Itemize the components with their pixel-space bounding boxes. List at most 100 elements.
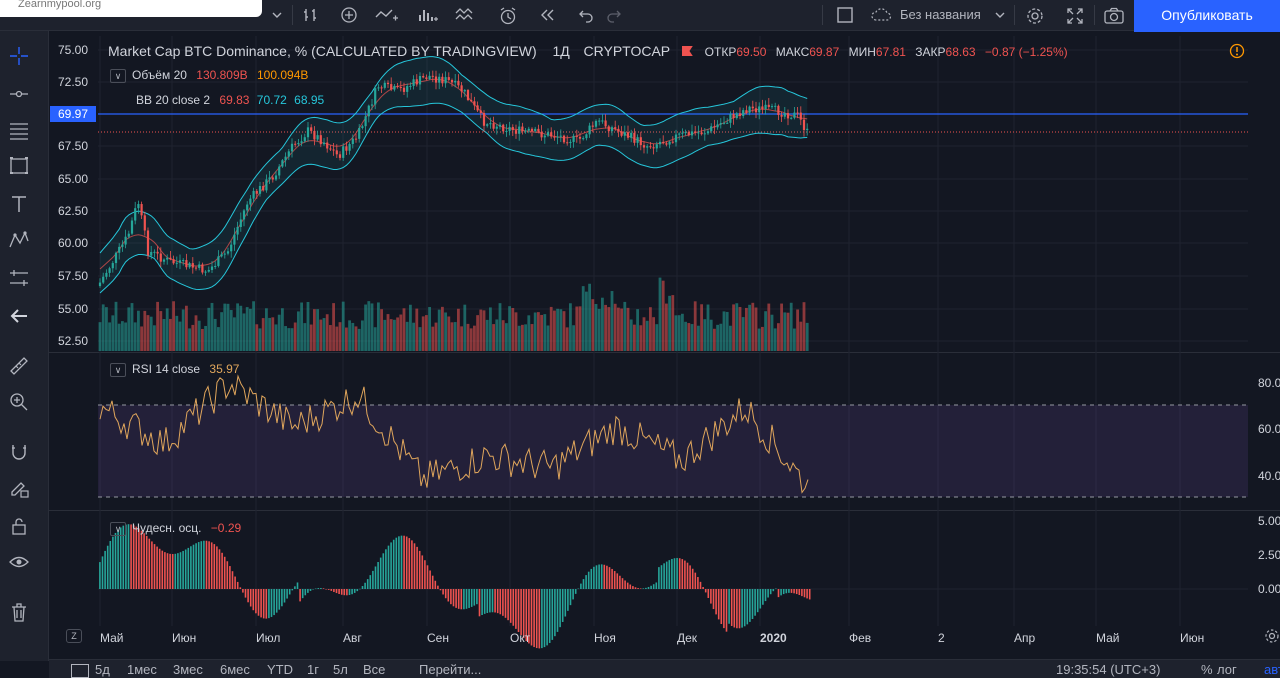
candle <box>127 233 130 237</box>
candle <box>521 126 524 132</box>
timezone-z-button[interactable]: Z <box>66 629 82 643</box>
alert-clock-icon[interactable] <box>494 4 522 26</box>
range-button[interactable]: YTD <box>267 662 293 677</box>
interval[interactable]: 1Д <box>552 43 570 59</box>
chart-canvas[interactable] <box>98 36 1248 650</box>
clock-time[interactable]: 19:35:54 (UTC+3) <box>1056 662 1161 677</box>
undo-icon[interactable] <box>572 4 598 26</box>
bb-upper <box>99 56 808 254</box>
collapse-legend-icon[interactable]: ∨ <box>110 362 126 377</box>
chevron-down-icon[interactable] <box>268 4 286 26</box>
eye-icon[interactable] <box>8 551 30 573</box>
range-button[interactable]: 1мес <box>127 662 157 677</box>
range-button[interactable]: 5л <box>333 662 348 677</box>
volume-bar <box>389 319 393 351</box>
warning-icon[interactable] <box>1229 43 1245 59</box>
candle <box>284 156 287 161</box>
crosshair-icon[interactable] <box>8 45 30 67</box>
indicator-axis-label: 0.00 <box>1258 582 1280 596</box>
redo-icon[interactable] <box>602 4 628 26</box>
flag-icon[interactable] <box>681 46 693 56</box>
symbol-title[interactable]: Market Cap BTC Dominance, % (CALCULATED … <box>108 43 537 59</box>
ao-legend[interactable]: ∨ Чудесн. осц. −0.29 <box>110 521 241 536</box>
candle <box>578 136 582 139</box>
replay-icon[interactable] <box>534 4 560 26</box>
volume-bar <box>521 324 524 351</box>
arrow-left-icon[interactable] <box>8 305 30 327</box>
volume-bar <box>796 309 799 351</box>
trend-line-icon[interactable] <box>8 83 30 105</box>
range-button[interactable]: 6мес <box>220 662 250 677</box>
expand-icon[interactable] <box>1062 4 1088 26</box>
ao-bar <box>572 589 574 600</box>
goto-date[interactable]: Перейти... <box>419 662 482 677</box>
log-toggle[interactable]: лог <box>1217 662 1237 677</box>
ruler-icon[interactable] <box>8 355 30 377</box>
ao-bar <box>395 537 398 589</box>
volume-bar <box>185 305 188 351</box>
bar-style-icon[interactable] <box>298 4 324 26</box>
layout-name[interactable]: Без названия <box>900 7 981 22</box>
candle <box>329 148 332 150</box>
candle <box>550 132 553 137</box>
gear-icon[interactable] <box>1022 4 1048 26</box>
text-icon[interactable] <box>8 193 30 215</box>
rectangle-icon[interactable] <box>8 155 30 177</box>
indicators-icon[interactable] <box>414 4 442 26</box>
bb-legend[interactable]: BB 20 close 2 69.83 70.72 68.95 <box>136 93 325 107</box>
volume-bar <box>338 322 342 351</box>
templates-icon[interactable] <box>452 4 482 26</box>
fib-lines-icon[interactable] <box>8 119 30 141</box>
magnet-icon[interactable] <box>8 441 30 463</box>
add-indicator-icon[interactable] <box>336 4 362 26</box>
prediction-icon[interactable] <box>8 267 30 289</box>
pane-divider[interactable] <box>49 352 1280 353</box>
range-button[interactable]: 5д <box>95 662 110 677</box>
cloud-icon[interactable] <box>868 4 896 26</box>
chevron-down-icon[interactable] <box>992 4 1008 26</box>
volume-bar <box>498 303 502 351</box>
range-button[interactable]: 3мес <box>173 662 203 677</box>
ao-bar <box>457 589 460 609</box>
pencil-lock-icon[interactable] <box>8 477 30 499</box>
ao-bar <box>135 526 138 589</box>
range-button[interactable]: Все <box>363 662 386 677</box>
volume-bar <box>588 283 591 351</box>
rsi-legend[interactable]: ∨ RSI 14 close 35.97 <box>110 362 239 377</box>
candle <box>444 77 447 84</box>
candle <box>319 135 322 145</box>
auto-toggle[interactable]: авто <box>1264 662 1280 677</box>
volume-bar <box>194 315 198 351</box>
price-axis-label: 52.50 <box>58 334 89 348</box>
ao-bar <box>260 589 262 618</box>
camera-icon[interactable] <box>1100 4 1128 26</box>
compare-icon[interactable] <box>372 4 402 26</box>
zoom-icon[interactable] <box>8 391 30 413</box>
date-range-icon[interactable] <box>71 664 89 678</box>
pattern-icon[interactable] <box>8 229 30 251</box>
percent-toggle[interactable]: % <box>1201 662 1213 677</box>
volume-bar <box>137 310 140 351</box>
trash-icon[interactable] <box>8 601 30 623</box>
fullscreen-box-icon[interactable] <box>832 4 858 26</box>
pane-divider[interactable] <box>49 510 1280 511</box>
volume-bar <box>633 324 636 351</box>
ao-bar <box>507 589 509 621</box>
publish-button[interactable]: Опубликовать <box>1134 0 1280 32</box>
volume-bar <box>98 322 102 351</box>
ao-bar <box>114 532 117 589</box>
volume-bar <box>348 320 351 351</box>
range-button[interactable]: 1г <box>307 662 319 677</box>
volume-bar <box>277 314 281 351</box>
volume-bar <box>469 328 473 351</box>
ao-bar <box>736 589 738 629</box>
collapse-legend-icon[interactable]: ∨ <box>110 68 126 83</box>
axis-settings-gear-icon[interactable] <box>1264 628 1280 644</box>
candle <box>255 190 258 194</box>
collapse-legend-icon[interactable]: ∨ <box>110 521 126 536</box>
volume-legend[interactable]: ∨ Объём 20 130.809B 100.094B <box>110 68 308 83</box>
candle <box>310 127 313 131</box>
candle <box>390 84 393 90</box>
lock-icon[interactable] <box>8 515 30 537</box>
candle <box>799 112 802 120</box>
